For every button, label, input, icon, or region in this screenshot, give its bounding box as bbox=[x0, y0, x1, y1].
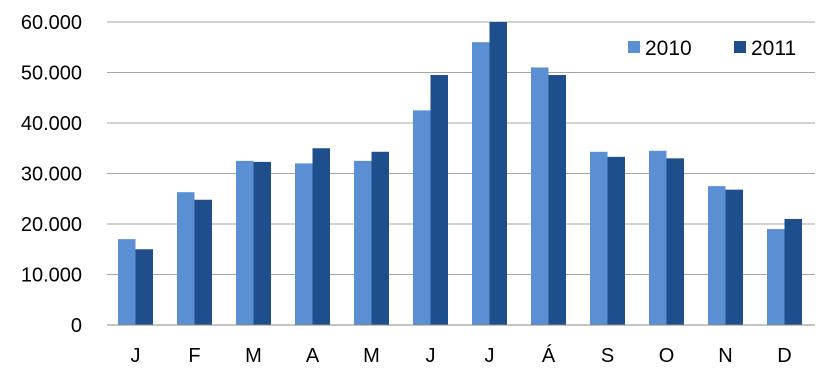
y-tick-label: 10.000 bbox=[21, 265, 82, 287]
bar-2010-6 bbox=[472, 42, 490, 325]
bar-2010-9 bbox=[649, 150, 667, 325]
bar-2011-4 bbox=[371, 151, 389, 325]
bar-2011-10 bbox=[725, 189, 743, 325]
y-tick-label: 50.000 bbox=[21, 63, 82, 85]
bar-2011-11 bbox=[784, 218, 802, 325]
bar-2011-5 bbox=[430, 75, 448, 326]
bar-2010-2 bbox=[236, 160, 254, 325]
legend-swatch-2010 bbox=[628, 41, 640, 53]
x-tick-label: J bbox=[485, 345, 495, 367]
x-tick-label: J bbox=[426, 345, 436, 367]
bar-2010-5 bbox=[413, 110, 431, 325]
bars bbox=[118, 22, 802, 326]
bar-2011-1 bbox=[194, 199, 212, 325]
bar-2011-7 bbox=[548, 75, 566, 326]
y-tick-label: 60.000 bbox=[21, 12, 82, 34]
x-tick-label: O bbox=[659, 345, 675, 367]
y-tick-label: 20.000 bbox=[21, 214, 82, 236]
bar-2010-0 bbox=[118, 239, 136, 325]
bar-2010-4 bbox=[354, 160, 372, 325]
legend-label-2011: 2011 bbox=[751, 37, 796, 60]
bar-2011-8 bbox=[607, 156, 625, 325]
y-tick-label: 0 bbox=[71, 315, 82, 337]
bar-2010-7 bbox=[531, 67, 549, 325]
x-tick-label: N bbox=[718, 345, 732, 367]
legend-label-2010: 2010 bbox=[645, 37, 692, 60]
x-tick-label: M bbox=[363, 345, 380, 367]
bar-2010-11 bbox=[767, 229, 785, 325]
bar-2011-3 bbox=[312, 148, 330, 325]
x-tick-label: Á bbox=[542, 344, 556, 367]
x-tick-label: A bbox=[306, 345, 320, 367]
x-tick-label: J bbox=[131, 345, 141, 367]
legend: 2010 2011 bbox=[628, 37, 796, 60]
bar-2011-9 bbox=[666, 158, 684, 325]
legend-swatch-2011 bbox=[734, 41, 746, 53]
x-tick-label: M bbox=[245, 345, 262, 367]
y-tick-label: 30.000 bbox=[21, 164, 82, 186]
bar-2010-10 bbox=[708, 186, 726, 325]
x-tick-label: S bbox=[601, 345, 614, 367]
bar-2011-6 bbox=[489, 22, 507, 325]
bar-2011-0 bbox=[135, 249, 153, 325]
x-tick-label: F bbox=[188, 345, 200, 367]
y-axis-tick-labels: 0 10.000 20.000 30.000 40.000 50.000 60.000 bbox=[21, 12, 82, 337]
bar-2011-2 bbox=[253, 161, 271, 325]
y-tick-label: 40.000 bbox=[21, 113, 82, 135]
bar-2010-3 bbox=[295, 163, 313, 325]
bar-2010-1 bbox=[177, 192, 195, 325]
grid-lines bbox=[107, 21, 815, 275]
bar-2010-8 bbox=[590, 151, 608, 325]
x-tick-label: D bbox=[777, 345, 791, 367]
